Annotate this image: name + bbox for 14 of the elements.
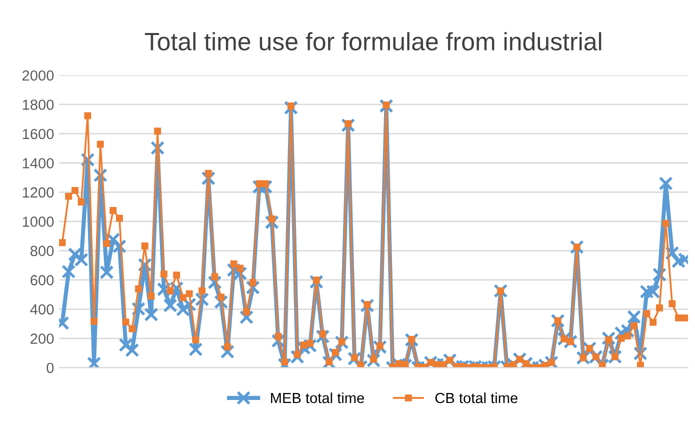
chart-title: Total time use for formulae from industrial [144,32,602,50]
y-tick-label: 800 [30,246,54,256]
y-tick-label: 600 [30,275,54,286]
y-tick-label: 1600 [22,128,54,140]
legend-label: MEB total time [271,392,364,404]
y-tick-label: 2000 [22,70,54,81]
y-tick-label: 1800 [22,100,54,110]
y-tick-label: 400 [30,304,54,315]
y-tick-label: 200 [30,334,54,344]
y-tick-label: 0 [46,362,54,374]
y-tick-label: 1400 [22,158,54,168]
legend-label: CB total time [435,392,518,404]
y-tick-label: 1200 [22,187,54,198]
y-tick-label: 1000 [22,216,54,227]
